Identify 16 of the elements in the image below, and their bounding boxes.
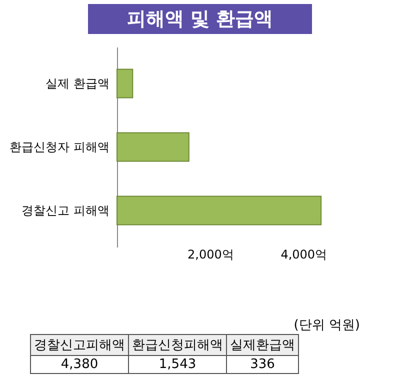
- text: 경찰신고피해액: [30, 334, 128, 356]
- y-tick-label: 환급신청자 피해액: [10, 140, 110, 154]
- bar: [116, 132, 190, 162]
- text: 4,380: [30, 356, 128, 374]
- text: 환급신청피해액: [128, 334, 226, 356]
- bar: [116, 68, 134, 98]
- bar: [116, 196, 322, 226]
- chart-title: 피해액 및 환급액: [88, 4, 312, 34]
- x-tick-label: 2,000억: [188, 248, 234, 262]
- text: 1,543: [128, 356, 226, 374]
- y-tick-label: 실제 환급액: [46, 76, 110, 91]
- text: 336: [226, 356, 298, 374]
- text: (단위 억원): [292, 317, 360, 334]
- text: 실제환급액: [226, 334, 298, 356]
- x-tick-label: 4,000억: [280, 248, 328, 262]
- y-tick-label: 경찰신고 피해액: [22, 203, 110, 218]
